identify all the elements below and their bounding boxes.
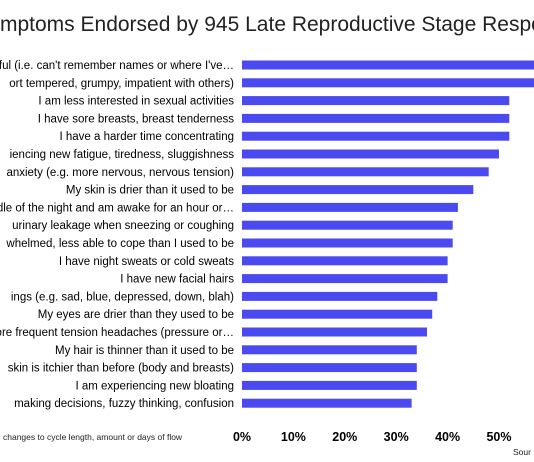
category-label: dle of the night and am awake for an hou…: [0, 202, 234, 214]
footnote: changes to cycle length, amount or days …: [3, 432, 183, 442]
category-label: making decisions, fuzzy thinking, confus…: [14, 398, 234, 410]
bar: [242, 167, 489, 177]
category-label: whelmed, less able to cope than I used t…: [5, 238, 234, 250]
category-label: My eyes are drier than they used to be: [38, 309, 234, 321]
category-label: iencing new fatigue, tiredness, sluggish…: [10, 149, 235, 161]
category-label: ore frequent tension headaches (pressure…: [0, 327, 234, 339]
bar: [242, 78, 534, 88]
bar: [242, 327, 427, 337]
category-label: ful (i.e. can't remember names or where …: [0, 60, 234, 72]
bar: [242, 113, 510, 123]
bar: [242, 60, 534, 70]
category-label: I am experiencing new bloating: [75, 380, 234, 392]
bar: [242, 220, 453, 230]
bar: [242, 398, 412, 408]
bar: [242, 345, 417, 355]
category-label: urinary leakage when sneezing or coughin…: [12, 220, 234, 232]
bar: [242, 256, 448, 266]
category-label: ort tempered, grumpy, impatient with oth…: [9, 78, 234, 90]
category-label: ings (e.g. sad, blue, depressed, down, b…: [11, 291, 234, 303]
bar: [242, 291, 438, 301]
x-tick-label: 50%: [486, 430, 511, 444]
category-label: I am less interested in sexual activitie…: [38, 96, 234, 108]
category-label: My skin is drier than it used to be: [66, 185, 234, 197]
x-tick-label: 30%: [384, 430, 409, 444]
x-axis-tick-labels: 0% 10% 20% 30% 40% 50%: [233, 430, 512, 444]
bar: [242, 96, 510, 106]
bars-group: [242, 60, 534, 408]
bar: [242, 363, 417, 373]
bar: [242, 131, 510, 141]
category-label: My hair is thinner than it used to be: [55, 345, 234, 357]
source-label: Sour: [513, 447, 531, 457]
category-label: skin is itchier than before (body and br…: [8, 363, 234, 375]
category-label: I have new facial hairs: [120, 274, 234, 286]
bar: [242, 149, 499, 159]
category-label: I have night sweats or cold sweats: [59, 256, 234, 268]
bar: [242, 238, 453, 248]
bar: [242, 309, 433, 319]
x-tick-label: 0%: [233, 430, 251, 444]
category-label: I have sore breasts, breast tenderness: [38, 113, 234, 125]
bar: [242, 202, 458, 212]
category-label: I have a harder time concentrating: [59, 131, 234, 143]
category-labels: ful (i.e. can't remember names or where …: [0, 60, 234, 410]
chart-title: mptoms Endorsed by 945 Late Reproductive…: [0, 13, 534, 36]
x-tick-label: 40%: [435, 430, 460, 444]
x-tick-label: 20%: [332, 430, 357, 444]
x-tick-label: 10%: [281, 430, 306, 444]
category-label: anxiety (e.g. more nervous, nervous tens…: [6, 167, 234, 179]
bar: [242, 185, 474, 195]
bar: [242, 274, 448, 284]
bar: [242, 380, 417, 390]
